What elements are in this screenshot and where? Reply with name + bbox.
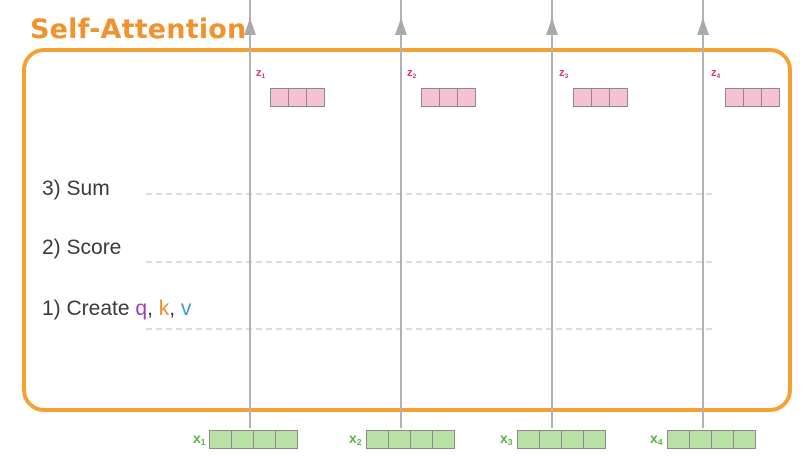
self-attention-layer-box (22, 48, 792, 412)
diagram-title: Self-Attention (30, 14, 247, 45)
arrow-head-icon (244, 18, 256, 35)
sum-divider (146, 193, 712, 195)
key-symbol: k (158, 297, 170, 320)
input-vector (667, 430, 756, 449)
input-label: x4 (650, 430, 663, 447)
step-sum-label: 3) Sum (42, 177, 110, 200)
separator: , (147, 297, 159, 320)
separator: , (169, 297, 181, 320)
input-vector (209, 430, 298, 449)
flow-arrow (244, 0, 256, 428)
flow-arrow (395, 0, 407, 428)
arrow-head-icon (697, 18, 709, 35)
flow-arrow (546, 0, 558, 428)
query-symbol: q (135, 297, 148, 320)
score-divider (146, 261, 712, 263)
arrow-head-icon (395, 18, 407, 35)
arrow-head-icon (546, 18, 558, 35)
output-label: z4 (711, 67, 721, 80)
create-divider (146, 328, 712, 330)
output-vector (270, 88, 325, 107)
input-label: x1 (193, 430, 206, 447)
step-create-label: 1) Create q, k, v (42, 296, 191, 322)
output-label: z3 (559, 67, 569, 80)
input-label: x2 (349, 430, 362, 447)
output-label: z2 (407, 67, 417, 80)
input-label: x3 (500, 430, 513, 447)
output-vector (573, 88, 628, 107)
step-score-label: 2) Score (42, 236, 122, 259)
input-vector (517, 430, 606, 449)
value-symbol: v (180, 297, 192, 320)
create-prefix: 1) Create (42, 297, 136, 320)
flow-arrow (697, 0, 709, 428)
output-label: z1 (256, 67, 266, 80)
output-vector (725, 88, 780, 107)
output-vector (421, 88, 476, 107)
input-vector (366, 430, 455, 449)
